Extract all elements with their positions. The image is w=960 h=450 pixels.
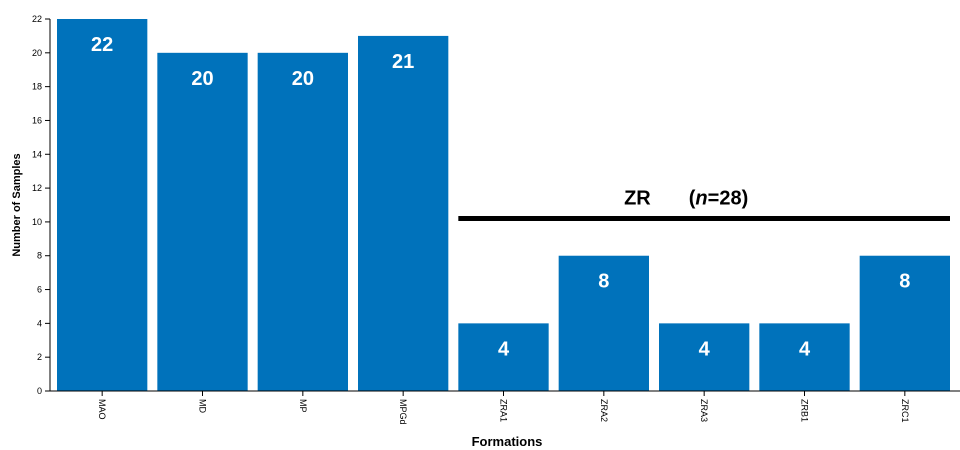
bar-value-label: 21	[392, 51, 414, 73]
y-tick-label: 22	[32, 14, 42, 24]
y-axis: 0 2 4 6 8 10 12 14 16 18 20 22	[32, 14, 51, 396]
zr-label-text: ZR	[624, 188, 651, 210]
bar-zrc1	[859, 255, 950, 391]
bar-value-label: 20	[292, 68, 314, 90]
bar-value-label: 8	[899, 271, 910, 293]
bar-md	[157, 52, 248, 392]
x-tick-label: ZRA1	[499, 399, 509, 422]
y-tick-label: 8	[37, 251, 42, 261]
x-tick-label: ZRC1	[900, 399, 910, 423]
bar-value-label: 8	[598, 271, 609, 293]
x-tick-label: MPGd	[398, 399, 408, 425]
zr-group-annotation: ZR (n=28)	[458, 188, 950, 222]
bar-value-label: 4	[699, 338, 711, 360]
bar-zra2	[558, 255, 649, 391]
bar-mp	[257, 52, 348, 392]
bar-zrb1	[759, 323, 850, 391]
bar-mpgd	[358, 35, 449, 392]
y-tick-label: 14	[32, 149, 42, 159]
zr-n-prefix: (	[689, 188, 696, 210]
x-tick-label: ZRA3	[699, 399, 709, 422]
x-tick-label: ZRA2	[599, 399, 609, 422]
bar-zra3	[659, 323, 750, 391]
bars: 22 20 20 21 4 8 4 4 8	[57, 19, 950, 392]
y-axis-title: Number of Samples	[11, 153, 23, 256]
x-tick-label: MP	[298, 399, 308, 413]
x-axis: MAO MD MP MPGd ZRA1 ZRA2 ZRA3 ZRB1 ZRC1	[50, 390, 960, 425]
bar-zra1	[458, 323, 549, 391]
x-axis-title: Formations	[472, 434, 543, 449]
bar-value-label: 22	[91, 34, 113, 56]
y-tick-label: 0	[37, 386, 42, 396]
y-tick-label: 12	[32, 183, 42, 193]
y-tick-label: 10	[32, 217, 42, 227]
y-tick-label: 2	[37, 352, 42, 362]
bar-value-label: 4	[498, 338, 510, 360]
x-tick-label: ZRB1	[800, 399, 810, 422]
bar-value-label: 20	[191, 68, 213, 90]
x-tick-label: MD	[198, 399, 208, 413]
y-tick-label: 6	[37, 285, 42, 295]
y-tick-label: 20	[32, 48, 42, 58]
x-tick-label: MAO	[97, 399, 107, 420]
y-tick-label: 18	[32, 82, 42, 92]
zr-n-symbol: n	[695, 188, 707, 210]
bar-value-label: 4	[799, 338, 811, 360]
zr-n-value: =28)	[708, 188, 749, 210]
zr-group-label: ZR (n=28)	[624, 188, 748, 210]
y-tick-label: 4	[37, 318, 42, 328]
bar-mao	[57, 19, 148, 391]
y-tick-label: 16	[32, 115, 42, 125]
